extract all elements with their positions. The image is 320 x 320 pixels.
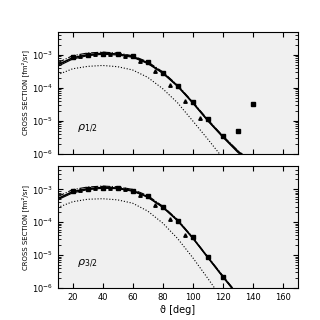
X-axis label: ϑ [deg]: ϑ [deg] bbox=[160, 305, 195, 315]
Y-axis label: CROSS SECTION [fm²/sr]: CROSS SECTION [fm²/sr] bbox=[21, 50, 29, 135]
Text: $\rho_{3/2}$: $\rho_{3/2}$ bbox=[77, 258, 97, 270]
Text: $\rho_{1/2}$: $\rho_{1/2}$ bbox=[77, 123, 97, 135]
Y-axis label: CROSS SECTION [fm²/sr]: CROSS SECTION [fm²/sr] bbox=[21, 185, 29, 270]
